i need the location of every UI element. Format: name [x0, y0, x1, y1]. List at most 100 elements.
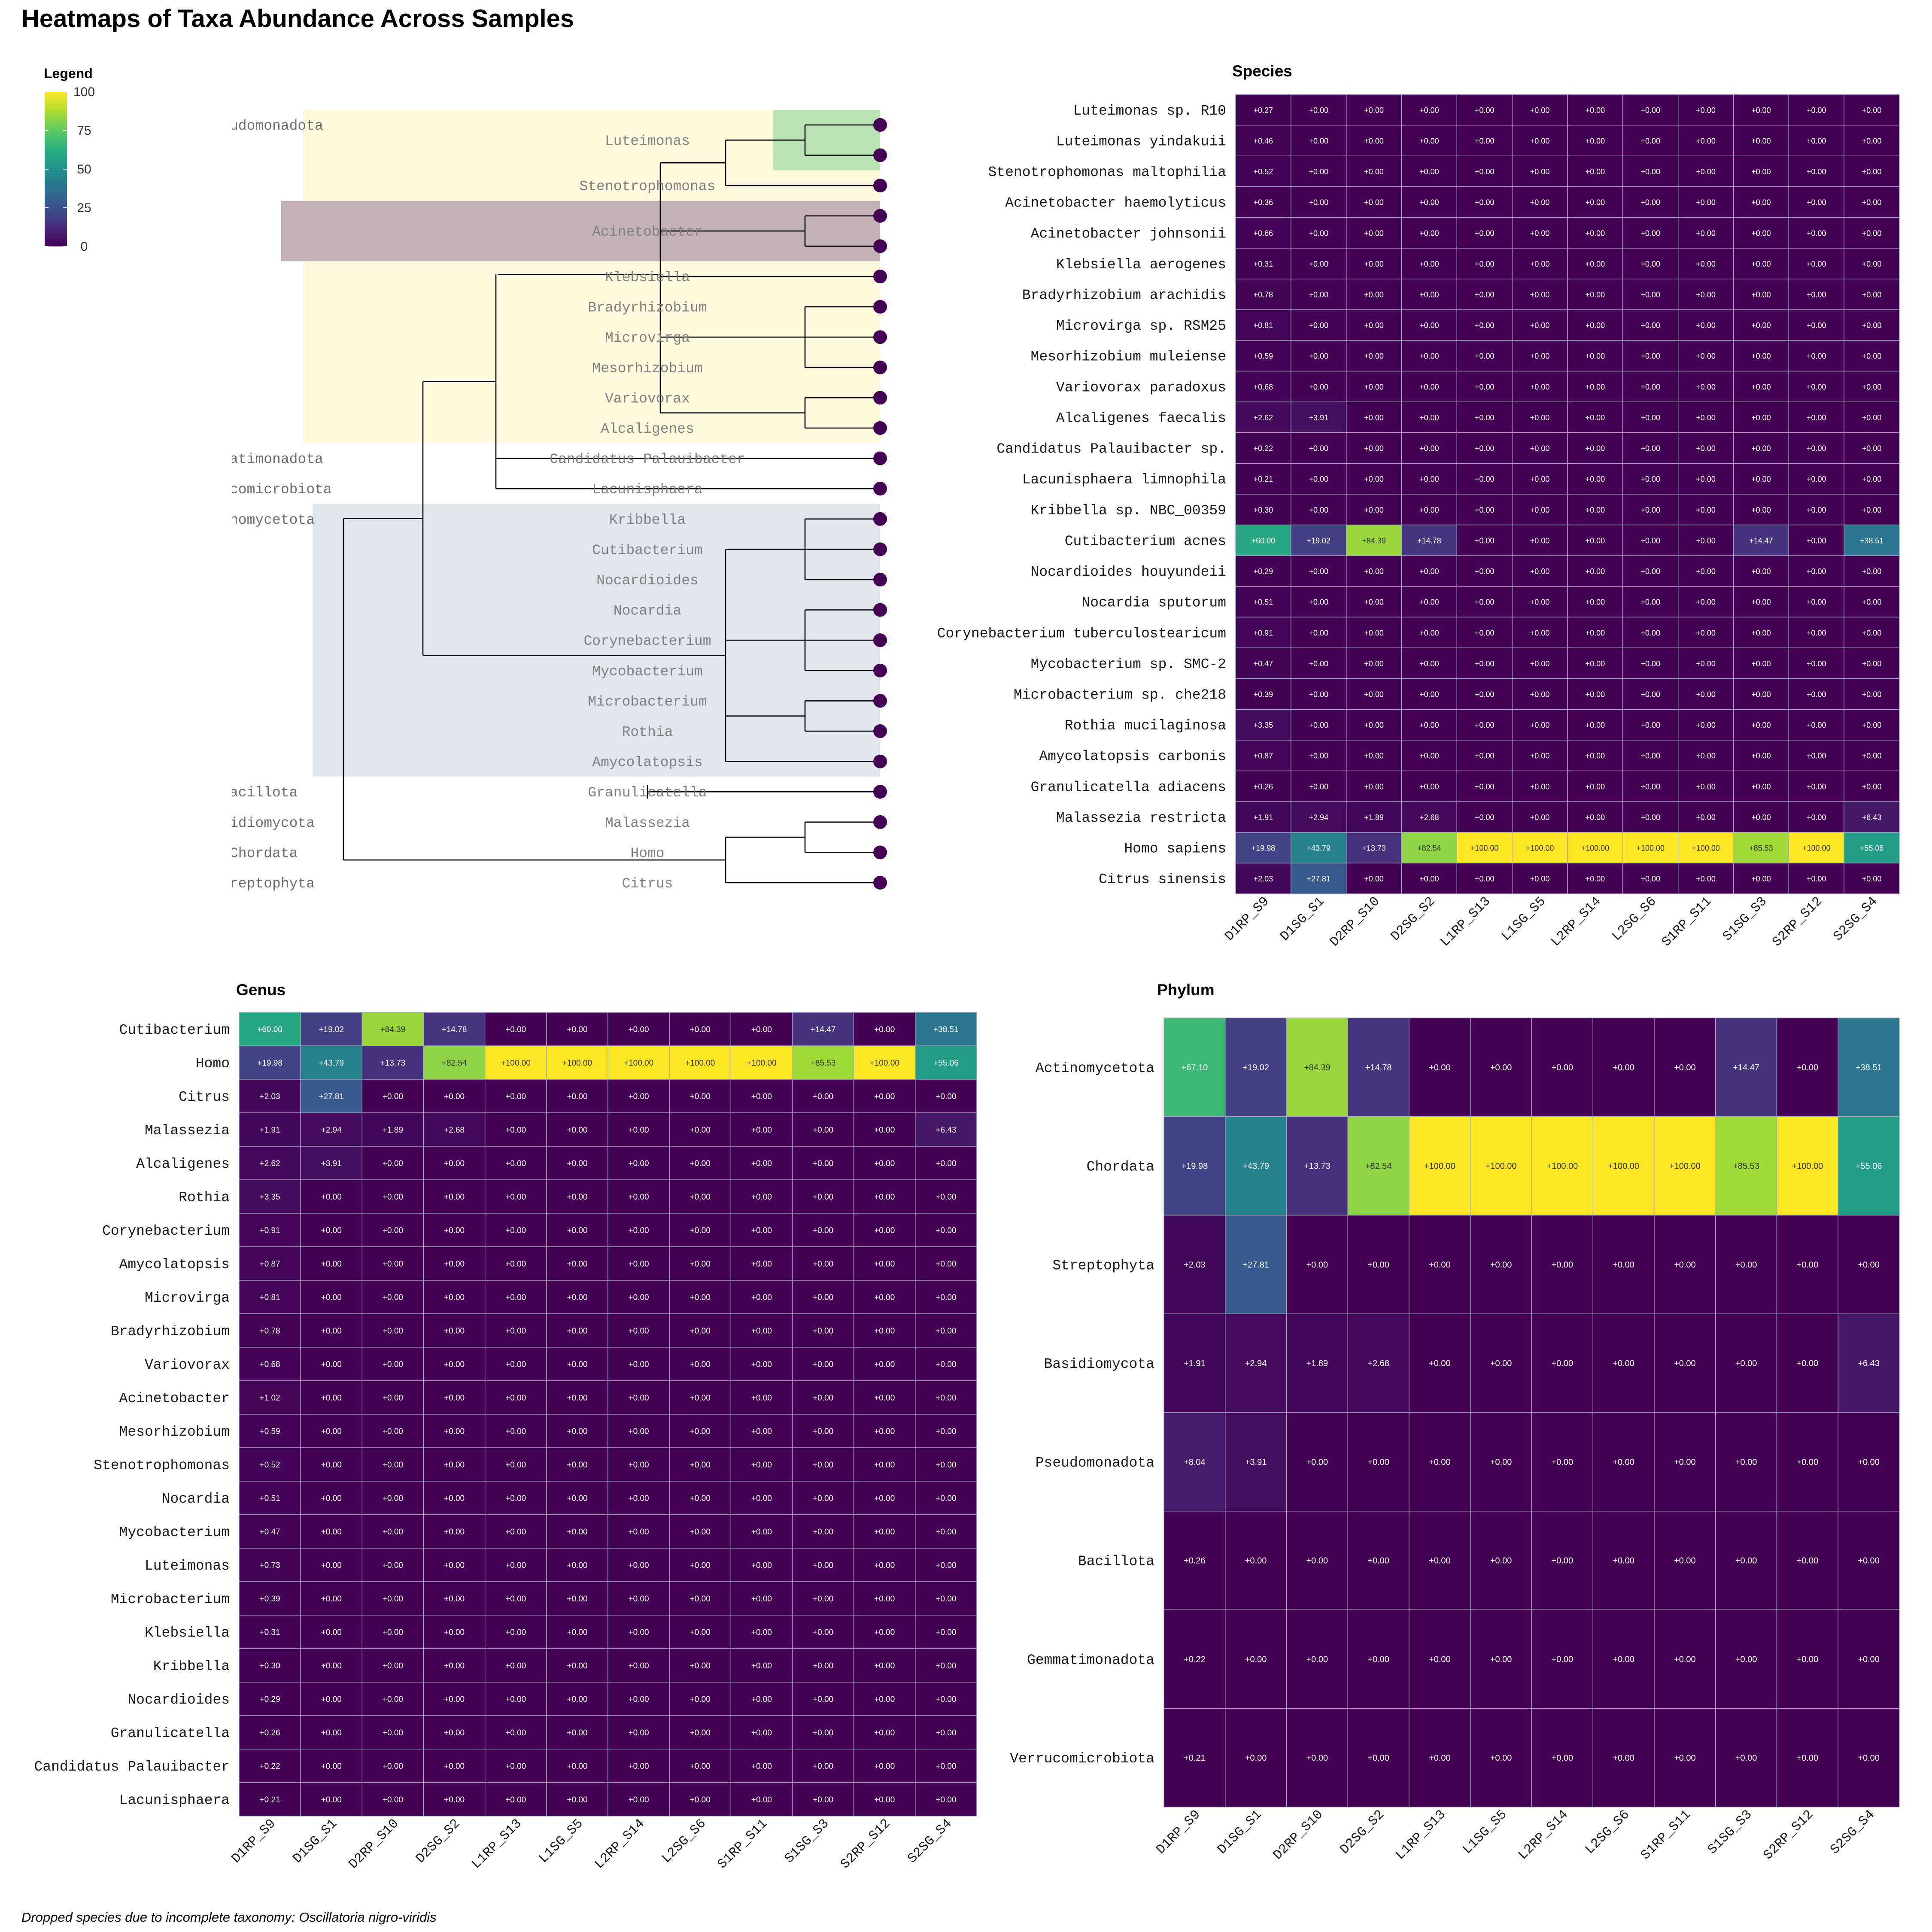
heatmap-cell [669, 1146, 732, 1180]
heatmap-cell-label: +0.00 [1552, 1655, 1574, 1664]
heatmap-cell-label: +0.00 [1696, 352, 1716, 361]
heatmap-cell-label: +0.00 [1862, 598, 1882, 607]
heatmap-cell-label: +0.00 [1429, 1063, 1451, 1072]
heatmap-cell [300, 1615, 363, 1649]
heatmap-cell-label: +0.00 [1797, 1359, 1819, 1368]
heatmap-cell [423, 1179, 486, 1214]
heatmap-cell [1733, 586, 1789, 618]
heatmap-cell [1346, 432, 1402, 464]
heatmap-cell-label: +0.00 [1862, 106, 1882, 115]
heatmap-cell-label: +0.00 [1807, 106, 1826, 115]
heatmap-cell [1567, 217, 1623, 249]
heatmap-cell [1235, 309, 1291, 341]
heatmap-cell [423, 1514, 486, 1549]
heatmap-cell [1512, 555, 1568, 587]
heatmap-cell [1401, 555, 1458, 587]
heatmap-cell [300, 1447, 363, 1482]
heatmap-cell [1235, 740, 1291, 772]
tree-tip-microvirga [873, 330, 887, 344]
heatmap-cell-label: +0.00 [629, 1795, 649, 1804]
heatmap-cell [1733, 555, 1789, 587]
heatmap-cell [915, 1481, 977, 1515]
heatmap-cell [1677, 125, 1734, 156]
heatmap-cell-label: +0.00 [383, 1762, 403, 1771]
heatmap-cell-label: +0.00 [1613, 1458, 1634, 1467]
row-label-malassezia: Malassezia [145, 1123, 230, 1139]
heatmap-cell-label: +0.00 [1640, 106, 1660, 115]
heatmap-cell [1456, 647, 1513, 679]
heatmap-cell-label: +0.00 [690, 1025, 711, 1034]
heatmap-cell-label: +55.06 [1856, 1162, 1882, 1171]
heatmap-cell [792, 1514, 854, 1549]
row-label-klebsiella-aerogenes: Klebsiella aerogenes [1056, 257, 1226, 273]
column-label-d1sg-s1: D1SG_S1 [1215, 1807, 1265, 1857]
heatmap-cell-label: +0.00 [1735, 1359, 1757, 1368]
heatmap-cell [730, 1146, 793, 1180]
heatmap-cell-label: +0.00 [383, 1528, 403, 1537]
heatmap-cell-label: +2.68 [1367, 1359, 1389, 1368]
heatmap-cell-label: +0.00 [690, 1662, 711, 1671]
heatmap-cell-label: +0.00 [1530, 506, 1550, 514]
column-label-l1sg-s5: L1SG_S5 [1460, 1807, 1510, 1857]
row-label-malassezia-restricta: Malassezia restricta [1056, 810, 1226, 826]
heatmap-cell [608, 1749, 670, 1783]
dropped-species-note: Dropped species due to incomplete taxono… [21, 1910, 437, 1925]
heatmap-cell-label: +0.00 [813, 1795, 833, 1804]
heatmap-cell [423, 1447, 486, 1482]
heatmap-cell-label: +0.00 [1640, 536, 1660, 545]
heatmap-cell-label: +0.00 [1586, 782, 1605, 791]
heatmap-cell [853, 1715, 916, 1750]
heatmap-cell [239, 1682, 301, 1716]
heatmap-cell [1592, 1708, 1655, 1807]
heatmap-cell [1733, 463, 1789, 495]
heatmap-cell [546, 1213, 608, 1247]
heatmap-cell-label: +0.00 [1696, 137, 1716, 145]
heatmap-cell [361, 1079, 424, 1113]
heatmap-cell-label: +0.00 [444, 1427, 465, 1436]
heatmap-cell [239, 1246, 301, 1281]
heatmap-cell-label: +0.00 [1862, 506, 1882, 514]
phylum-label-idiomycota: idiomycota [230, 815, 315, 831]
heatmap-cell [1677, 801, 1734, 833]
heatmap-cell [730, 1313, 793, 1348]
heatmap-cell-label: +0.00 [1674, 1753, 1696, 1763]
heatmap-cell-label: +0.00 [383, 1293, 403, 1302]
heatmap-cell [1733, 401, 1789, 433]
heatmap-cell-label: +0.00 [936, 1528, 956, 1537]
heatmap-cell [1788, 586, 1844, 618]
heatmap-cell [853, 1213, 916, 1247]
heatmap-cell [608, 1615, 670, 1649]
heatmap-cell-label: +0.00 [1751, 383, 1771, 391]
heatmap-cell [730, 1347, 793, 1381]
heatmap-cell [1401, 586, 1458, 618]
heatmap-cell-label: +0.00 [1696, 475, 1716, 483]
heatmap-cell-label: +0.00 [1530, 167, 1550, 176]
heatmap-cell-label: +0.00 [1751, 598, 1771, 607]
heatmap-cell [423, 1648, 486, 1683]
heatmap-cell-label: +0.00 [1586, 752, 1605, 760]
heatmap-cell [1788, 217, 1844, 249]
heatmap-cell-label: +0.00 [936, 1561, 956, 1570]
heatmap-cell [1733, 340, 1789, 372]
heatmap-cell-label: +0.00 [629, 1528, 649, 1537]
heatmap-cell [853, 1581, 916, 1616]
heatmap-cell-label: +27.81 [1306, 875, 1331, 883]
heatmap-cell-label: +14.47 [1749, 536, 1773, 545]
heatmap-cell-label: +0.00 [1674, 1260, 1696, 1270]
heatmap-cell [484, 1213, 547, 1247]
heatmap-cell-label: +0.21 [1184, 1753, 1206, 1763]
heatmap-cell-label: +0.21 [260, 1795, 280, 1804]
heatmap-cell [1733, 801, 1789, 833]
heatmap-cell [1776, 1708, 1838, 1807]
heatmap-cell-label: +0.00 [1367, 1655, 1389, 1664]
row-label-acinetobacter: Acinetobacter [119, 1391, 230, 1406]
heatmap-cell [1512, 432, 1568, 464]
heatmap-cell-label: +0.00 [1586, 413, 1605, 422]
heatmap-cell [1346, 94, 1402, 126]
heatmap-cell [669, 1414, 732, 1448]
heatmap-cell-label: +0.00 [1552, 1260, 1574, 1270]
heatmap-cell [730, 1782, 793, 1817]
heatmap-cell [853, 1045, 916, 1080]
heatmap-cell-label: +0.00 [1751, 567, 1771, 576]
